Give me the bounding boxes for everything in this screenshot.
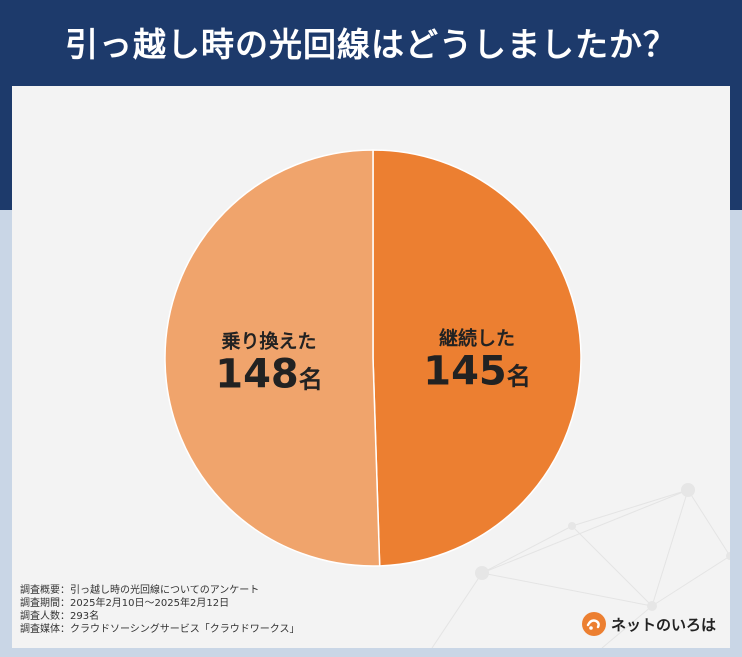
survey-notes: 調査概要：引っ越し時の光回線についてのアンケート 調査期間：2025年2月10日…	[20, 584, 300, 636]
survey-count-note: 調査人数：293名	[20, 611, 100, 622]
header: 引っ越し時の光回線はどうしましたか？	[0, 0, 742, 84]
slice-category-label-1: 乗り換えた	[222, 330, 317, 353]
survey-period-note: 調査期間：2025年2月10日〜2025年2月12日	[20, 598, 230, 609]
background-network-pattern	[431, 483, 730, 648]
slice-category-label-0: 継続した	[439, 326, 515, 349]
pie-slice-0	[372, 149, 582, 567]
page-title: 引っ越し時の光回線はどうしましたか？	[65, 25, 677, 64]
chart-card: 継続した 145名 乗り換えた 148名 調査概要：引っ越し時の光回線についてのアンケ…	[12, 86, 730, 648]
slice-value-label-1: 148名	[215, 352, 323, 398]
logo-badge-icon	[581, 612, 606, 636]
slice-value-label-0: 145名	[423, 348, 531, 394]
brand-name: ネットのいろは	[610, 615, 716, 634]
pie-slice-1	[164, 149, 381, 567]
survey-summary-note: 調査概要：引っ越し時の光回線についてのアンケート	[20, 585, 260, 596]
brand-logo: ネットのいろは	[581, 612, 716, 636]
survey-media-note: 調査媒体：クラウドソーシングサービス「クラウドワークス」	[20, 624, 300, 635]
